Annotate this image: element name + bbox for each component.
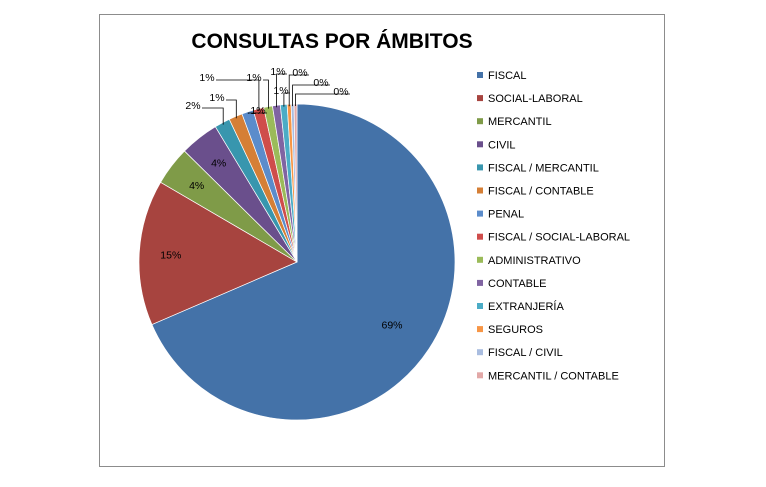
legend-label-mercantil-contable: MERCANTIL / CONTABLE: [488, 370, 619, 382]
data-label-fiscal-mercantil: 2%: [185, 100, 200, 112]
leader-line-fiscal-contable: [226, 99, 237, 119]
legend-swatch-penal: [477, 210, 483, 217]
legend-label-fiscal-civil: FISCAL / CIVIL: [488, 347, 563, 359]
legend-label-seguros: SEGUROS: [488, 324, 543, 336]
chart-frame: CONSULTAS POR ÁMBITOS 69% 15% 4% 4% 2% 1% 1% 1%…: [99, 14, 665, 467]
chart-title: CONSULTAS POR ÁMBITOS: [191, 30, 472, 53]
data-label-penal: 1%: [250, 105, 265, 117]
legend-label-administrativo: ADMINISTRATIVO: [488, 255, 581, 267]
data-label-fiscal-social-laboral: 1%: [199, 72, 214, 84]
legend-label-fiscal-mercantil: FISCAL / MERCANTIL: [488, 162, 599, 174]
label-leader-lines: [202, 73, 350, 125]
legend-label-fiscal: FISCAL: [488, 70, 527, 82]
pie-slices: [138, 103, 456, 421]
leader-line-extranjeria: [283, 92, 290, 107]
pie-chart: CONSULTAS POR ÁMBITOS 69% 15% 4% 4% 2% 1% 1% 1%…: [138, 30, 630, 421]
data-label-civil: 4%: [211, 158, 226, 170]
data-label-social-laboral: 15%: [160, 249, 181, 261]
legend-label-civil: CIVIL: [488, 139, 516, 151]
legend-swatch-mercantil: [477, 118, 483, 125]
data-label-fiscal-civil: 0%: [313, 77, 328, 89]
leader-line-contable: [276, 73, 287, 108]
legend-label-extranjeria: EXTRANJERÍA: [488, 300, 564, 313]
legend-label-penal: PENAL: [488, 209, 524, 221]
legend-swatch-civil: [477, 141, 483, 148]
leader-line-penal: [247, 112, 267, 114]
legend-label-social-laboral: SOCIAL-LABORAL: [488, 93, 583, 105]
data-label-fiscal-contable: 1%: [209, 92, 224, 104]
legend-swatch-contable: [477, 279, 483, 286]
legend-label-fiscal-contable: FISCAL / CONTABLE: [488, 186, 594, 198]
leader-line-fiscal-mercantil: [202, 107, 224, 125]
pie-slice-fiscal: [151, 103, 456, 421]
legend-label-mercantil: MERCANTIL: [488, 116, 552, 128]
leader-line-mercantil-contable: [295, 93, 350, 106]
legend-swatch-fiscal-social-laboral: [477, 233, 483, 240]
legend-label-fiscal-social-laboral: FISCAL / SOCIAL-LABORAL: [488, 232, 630, 244]
data-labels: 69% 15% 4% 4% 2% 1% 1% 1% 1% 1% 1% 0% 0% 0%: [160, 66, 402, 332]
legend-swatch-mercantil-contable: [477, 372, 483, 379]
data-label-contable: 1%: [270, 66, 285, 78]
legend-swatch-fiscal-civil: [477, 349, 483, 356]
data-label-seguros: 0%: [292, 67, 307, 79]
legend-swatch-administrativo: [477, 256, 483, 263]
legend-swatch-seguros: [477, 326, 483, 333]
data-label-mercantil: 4%: [189, 180, 204, 192]
legend: FISCAL SOCIAL-LABORAL MERCANTIL CIVIL FISCAL…: [477, 70, 630, 382]
leader-line-fiscal-civil: [292, 84, 330, 107]
data-label-administrativo: 1%: [246, 72, 261, 84]
legend-label-contable: CONTABLE: [488, 278, 546, 290]
pie-slice-social-laboral: [138, 181, 298, 326]
data-label-extranjeria: 1%: [273, 85, 288, 97]
leader-line-seguros: [288, 74, 309, 107]
leader-line-fiscal-social-laboral: [216, 79, 260, 111]
data-label-fiscal: 69%: [381, 320, 402, 332]
legend-swatch-fiscal-mercantil: [477, 164, 483, 171]
data-label-mercantil-contable: 0%: [333, 86, 348, 98]
legend-swatch-fiscal-contable: [477, 187, 483, 194]
legend-swatch-social-laboral: [477, 95, 483, 102]
legend-swatch-extranjeria: [477, 303, 483, 309]
leader-line-administrativo: [263, 79, 269, 109]
legend-swatch-fiscal: [477, 72, 483, 78]
